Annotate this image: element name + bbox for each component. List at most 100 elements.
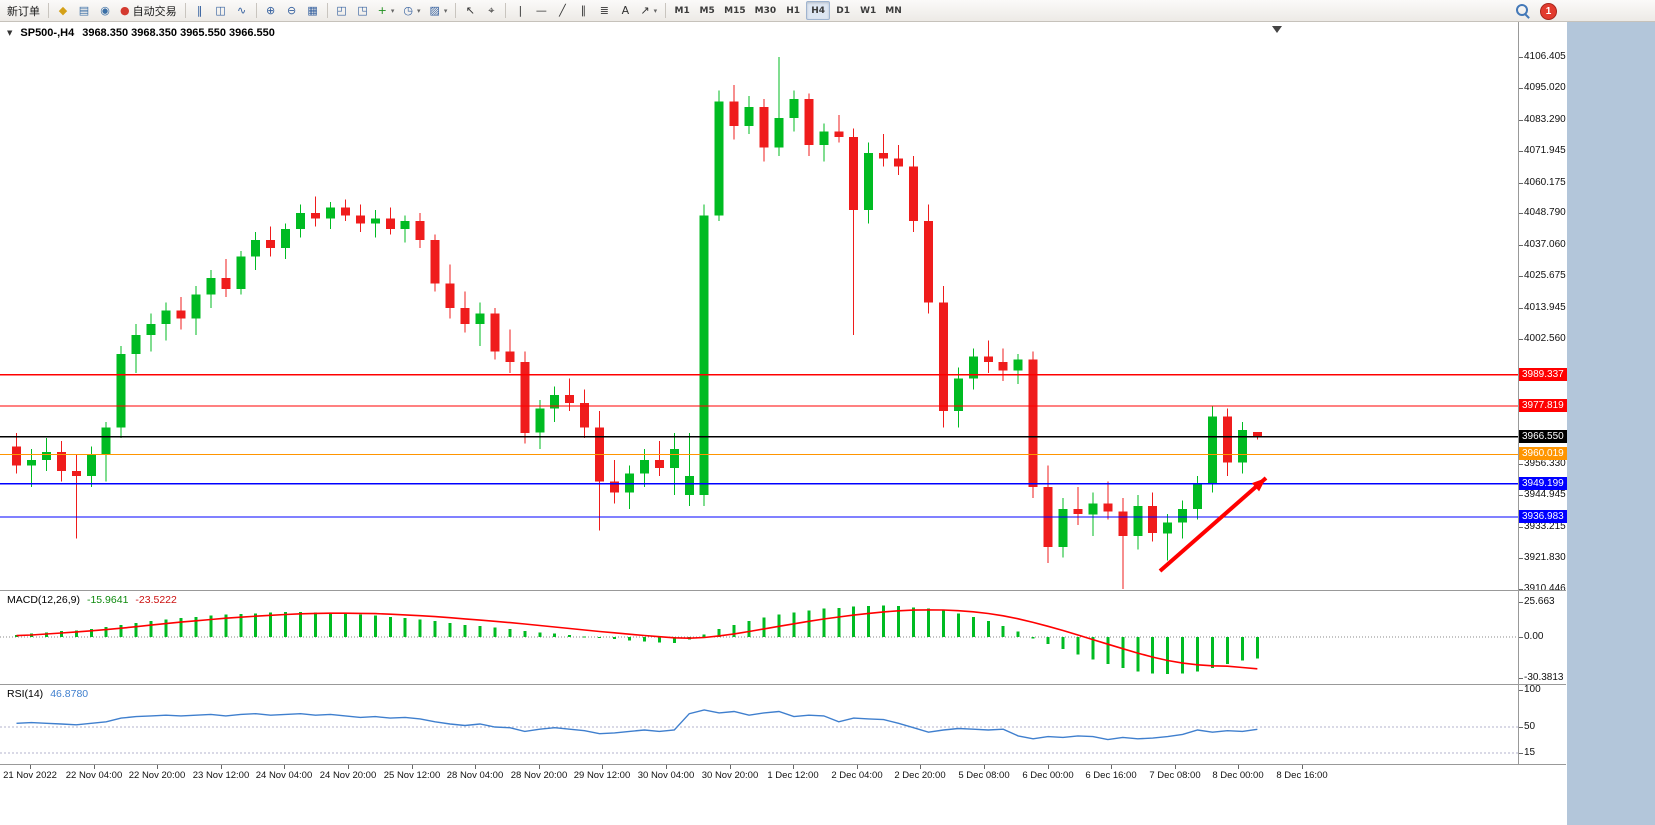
cursor-glyph: ↖ (465, 4, 475, 17)
zoom-in-glyph: ⊕ (266, 4, 276, 17)
price-axis-tick: 4048.790 (1524, 207, 1566, 218)
time-axis-label: 6 Dec 00:00 (1022, 770, 1074, 781)
timeframe-w1[interactable]: W1 (856, 1, 880, 20)
dropdown-caret-icon: ▾ (416, 6, 421, 15)
fibonacci-icon[interactable]: ≣ (594, 1, 614, 20)
price-level-label: 3977.819 (1519, 399, 1567, 412)
candlestick-chart-glyph: ◫ (215, 4, 226, 17)
arrows-icon[interactable]: ↗ ▾ (636, 1, 661, 20)
timeframe-h4[interactable]: H4 (806, 1, 831, 20)
right-panel (1567, 22, 1655, 825)
navigator-icon[interactable]: ◉ (95, 1, 115, 20)
time-tick-mark (1175, 765, 1176, 769)
price-axis-tick: 3921.830 (1524, 552, 1566, 563)
chart-header: ▼ SP500-,H4 3968.350 3968.350 3965.550 3… (7, 27, 275, 39)
auto-trading-button[interactable]: ● 自动交易 (116, 1, 181, 20)
price-axis[interactable]: 4106.405 4095.020 4083.290 4071.945 4060.175… (1519, 0, 1567, 825)
text-icon[interactable]: A (615, 1, 635, 20)
time-axis-label: 22 Nov 04:00 (65, 770, 123, 781)
vertical-line-icon[interactable]: | (510, 1, 530, 20)
fibonacci-glyph: ≣ (599, 4, 609, 17)
trend-arrow-annotation[interactable] (1158, 476, 1268, 573)
axis-separator (1518, 22, 1519, 764)
timeframe-m30[interactable]: M30 (751, 1, 780, 20)
price-axis-tick: 3910.446 (1524, 583, 1566, 594)
navigator-glyph: ◉ (100, 4, 110, 17)
chart-shift-marker[interactable] (1272, 26, 1282, 33)
time-tick-mark (1048, 765, 1049, 769)
dropdown-caret-icon: ▾ (443, 6, 448, 15)
time-tick-mark (412, 765, 413, 769)
new-order-button[interactable]: 新订单 (3, 1, 44, 20)
zoom-out-icon[interactable]: ⊖ (282, 1, 302, 20)
axis-tick-mark (1519, 245, 1523, 246)
notification-badge[interactable]: 1 (1540, 2, 1557, 20)
macd-panel[interactable] (0, 591, 1518, 684)
market-watch-glyph: ▤ (78, 4, 90, 17)
time-axis-label: 30 Nov 04:00 (637, 770, 695, 781)
axis-tick-mark (1519, 753, 1523, 754)
chevron-down-icon[interactable]: ▼ (7, 29, 13, 37)
price-axis-tick: 4106.405 (1524, 51, 1566, 62)
macd-histogram (15, 605, 1259, 675)
crosshair-icon[interactable]: ⌖ (481, 1, 501, 20)
grid-glyph: ▦ (307, 4, 318, 17)
symbol-timeframe: SP500-,H4 (20, 27, 75, 39)
timeframe-m15[interactable]: M15 (720, 1, 749, 20)
horizontal-line-icon[interactable]: — (531, 1, 551, 20)
timeframe-mn-label: MN (885, 5, 902, 16)
line-chart-icon[interactable]: ∿ (232, 1, 252, 20)
rsi-axis-tick: 15 (1524, 747, 1536, 758)
periods-icon[interactable]: ◷ ▾ (399, 1, 424, 20)
indicators-add-icon[interactable]: + ▾ (374, 1, 399, 20)
price-level-label: 3989.337 (1519, 368, 1567, 381)
time-axis-label: 24 Nov 20:00 (319, 770, 377, 781)
bars-chart-icon[interactable]: ‖ (190, 1, 210, 20)
price-level-lines[interactable] (0, 374, 1518, 518)
zoom-in-icon[interactable]: ⊕ (261, 1, 281, 20)
channel-icon[interactable]: ∥ (573, 1, 593, 20)
price-level-label: 3960.019 (1519, 447, 1567, 460)
indicators-add-glyph: + (377, 4, 387, 17)
timeframe-w1-label: W1 (860, 5, 877, 16)
time-axis[interactable]: 21 Nov 2022 22 Nov 04:00 22 Nov 20:00 23 No… (0, 764, 1518, 786)
rsi-panel[interactable] (0, 685, 1518, 764)
timeframe-m1[interactable]: M1 (670, 1, 694, 20)
timeframe-h1[interactable]: H1 (781, 1, 805, 20)
timeframe-mn[interactable]: MN (881, 1, 906, 20)
timeframe-d1[interactable]: D1 (831, 1, 855, 20)
panel-separator[interactable] (0, 764, 1566, 765)
time-tick-mark (221, 765, 222, 769)
arrows-glyph: ↗ (640, 4, 650, 17)
time-axis-label: 28 Nov 20:00 (510, 770, 568, 781)
candlestick-chart-icon[interactable]: ◫ (211, 1, 231, 20)
panel-separator[interactable] (0, 590, 1566, 591)
grid-icon[interactable]: ▦ (303, 1, 323, 20)
tile-windows-icon[interactable]: ◰ (332, 1, 352, 20)
timeframe-m5[interactable]: M5 (695, 1, 719, 20)
toolbar: 新订单 ◆ ▤ ◉ ● 自动交易 ‖ ◫ ∿ ⊕ ⊖ ▦ ◰ ◳ + ▾ ◷ ▾ ▨ ▾ ↖ ⌖ | — ╱ ∥ ≣ A ↗ ▾ M1 M5 M… (0, 0, 1655, 22)
dropdown-caret-icon: ▾ (390, 6, 395, 15)
axis-tick-mark (1519, 183, 1523, 184)
macd-main-value: -15.9641 (86, 594, 129, 606)
search-icon-circle (1516, 4, 1528, 16)
market-watch-icon[interactable]: ▤ (74, 1, 94, 20)
chart-profiles-glyph: ◆ (58, 4, 68, 17)
panel-separator[interactable] (0, 684, 1566, 685)
axis-tick-mark (1519, 527, 1523, 528)
chart-profiles-icon[interactable]: ◆ (53, 1, 73, 20)
price-axis-tick: 4071.945 (1524, 145, 1566, 156)
timeframe-m30-label: M30 (754, 5, 777, 16)
cursor-icon[interactable]: ↖ (460, 1, 480, 20)
text-glyph: A (621, 4, 630, 17)
time-axis-label: 21 Nov 2022 (3, 770, 57, 781)
timeframe-m5-label: M5 (699, 5, 715, 16)
cascade-windows-icon[interactable]: ◳ (353, 1, 373, 20)
main-price-chart[interactable] (0, 22, 1518, 590)
time-tick-mark (984, 765, 985, 769)
templates-icon[interactable]: ▨ ▾ (425, 1, 451, 20)
time-tick-mark (602, 765, 603, 769)
search-icon[interactable] (1516, 4, 1530, 19)
timeframe-m15-label: M15 (724, 5, 746, 16)
trendline-icon[interactable]: ╱ (552, 1, 572, 20)
